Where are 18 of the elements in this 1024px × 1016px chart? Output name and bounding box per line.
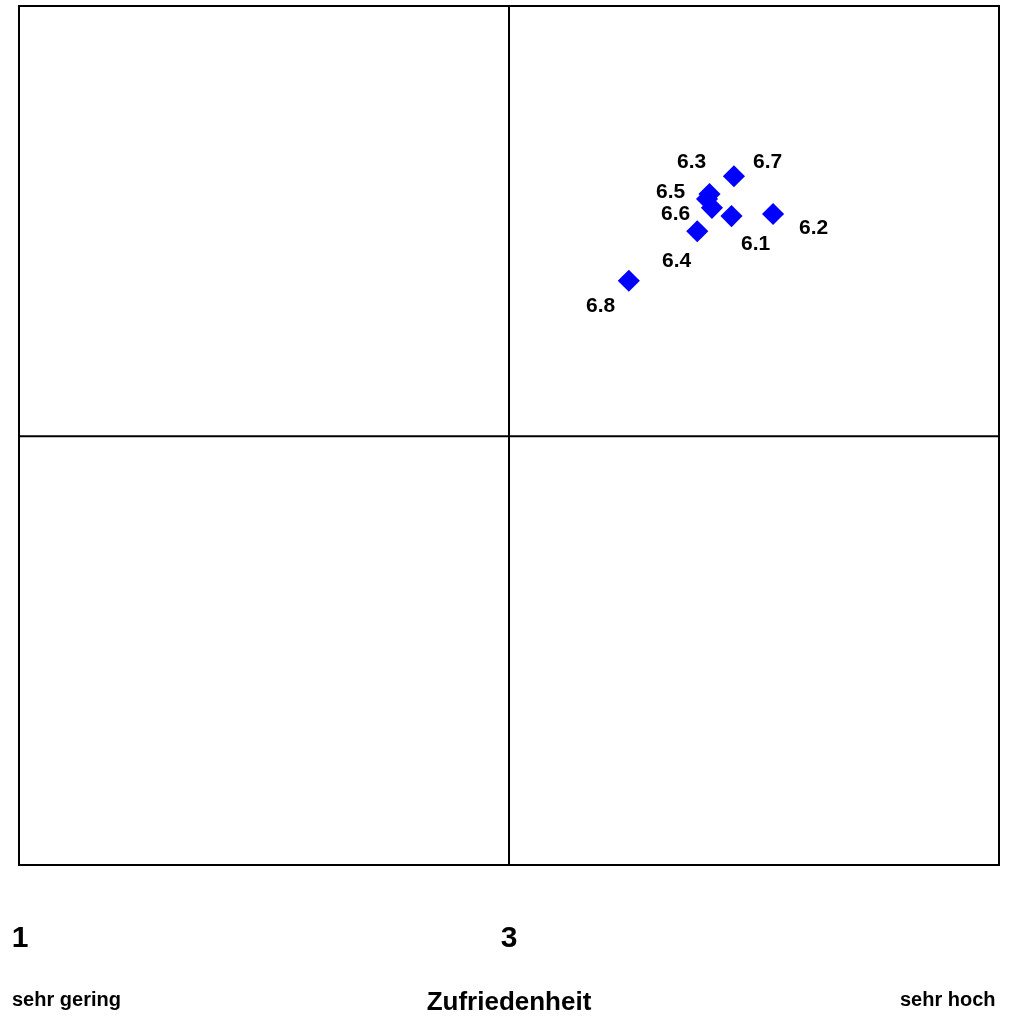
- x-axis-title: Zufriedenheit: [426, 986, 592, 1016]
- annotation: 6.3: [677, 149, 707, 172]
- point: [686, 220, 709, 243]
- point: [722, 165, 745, 188]
- annotation: 6.2: [799, 215, 829, 238]
- text: sehr hoch: [900, 988, 996, 1010]
- point: [720, 205, 743, 228]
- text: sehr gering: [12, 988, 121, 1010]
- annotation: 6.1: [741, 231, 771, 254]
- annotation: 6.6: [661, 201, 691, 224]
- point: [762, 202, 785, 226]
- point: [617, 269, 640, 292]
- x-tick-label: 1: [11, 920, 29, 953]
- annotation: 6.5: [656, 179, 686, 202]
- x-tick-label: 3: [500, 920, 518, 953]
- annotation: 6.8: [586, 293, 616, 316]
- annotation: 6.4: [662, 248, 692, 271]
- annotation: 6.7: [753, 149, 783, 172]
